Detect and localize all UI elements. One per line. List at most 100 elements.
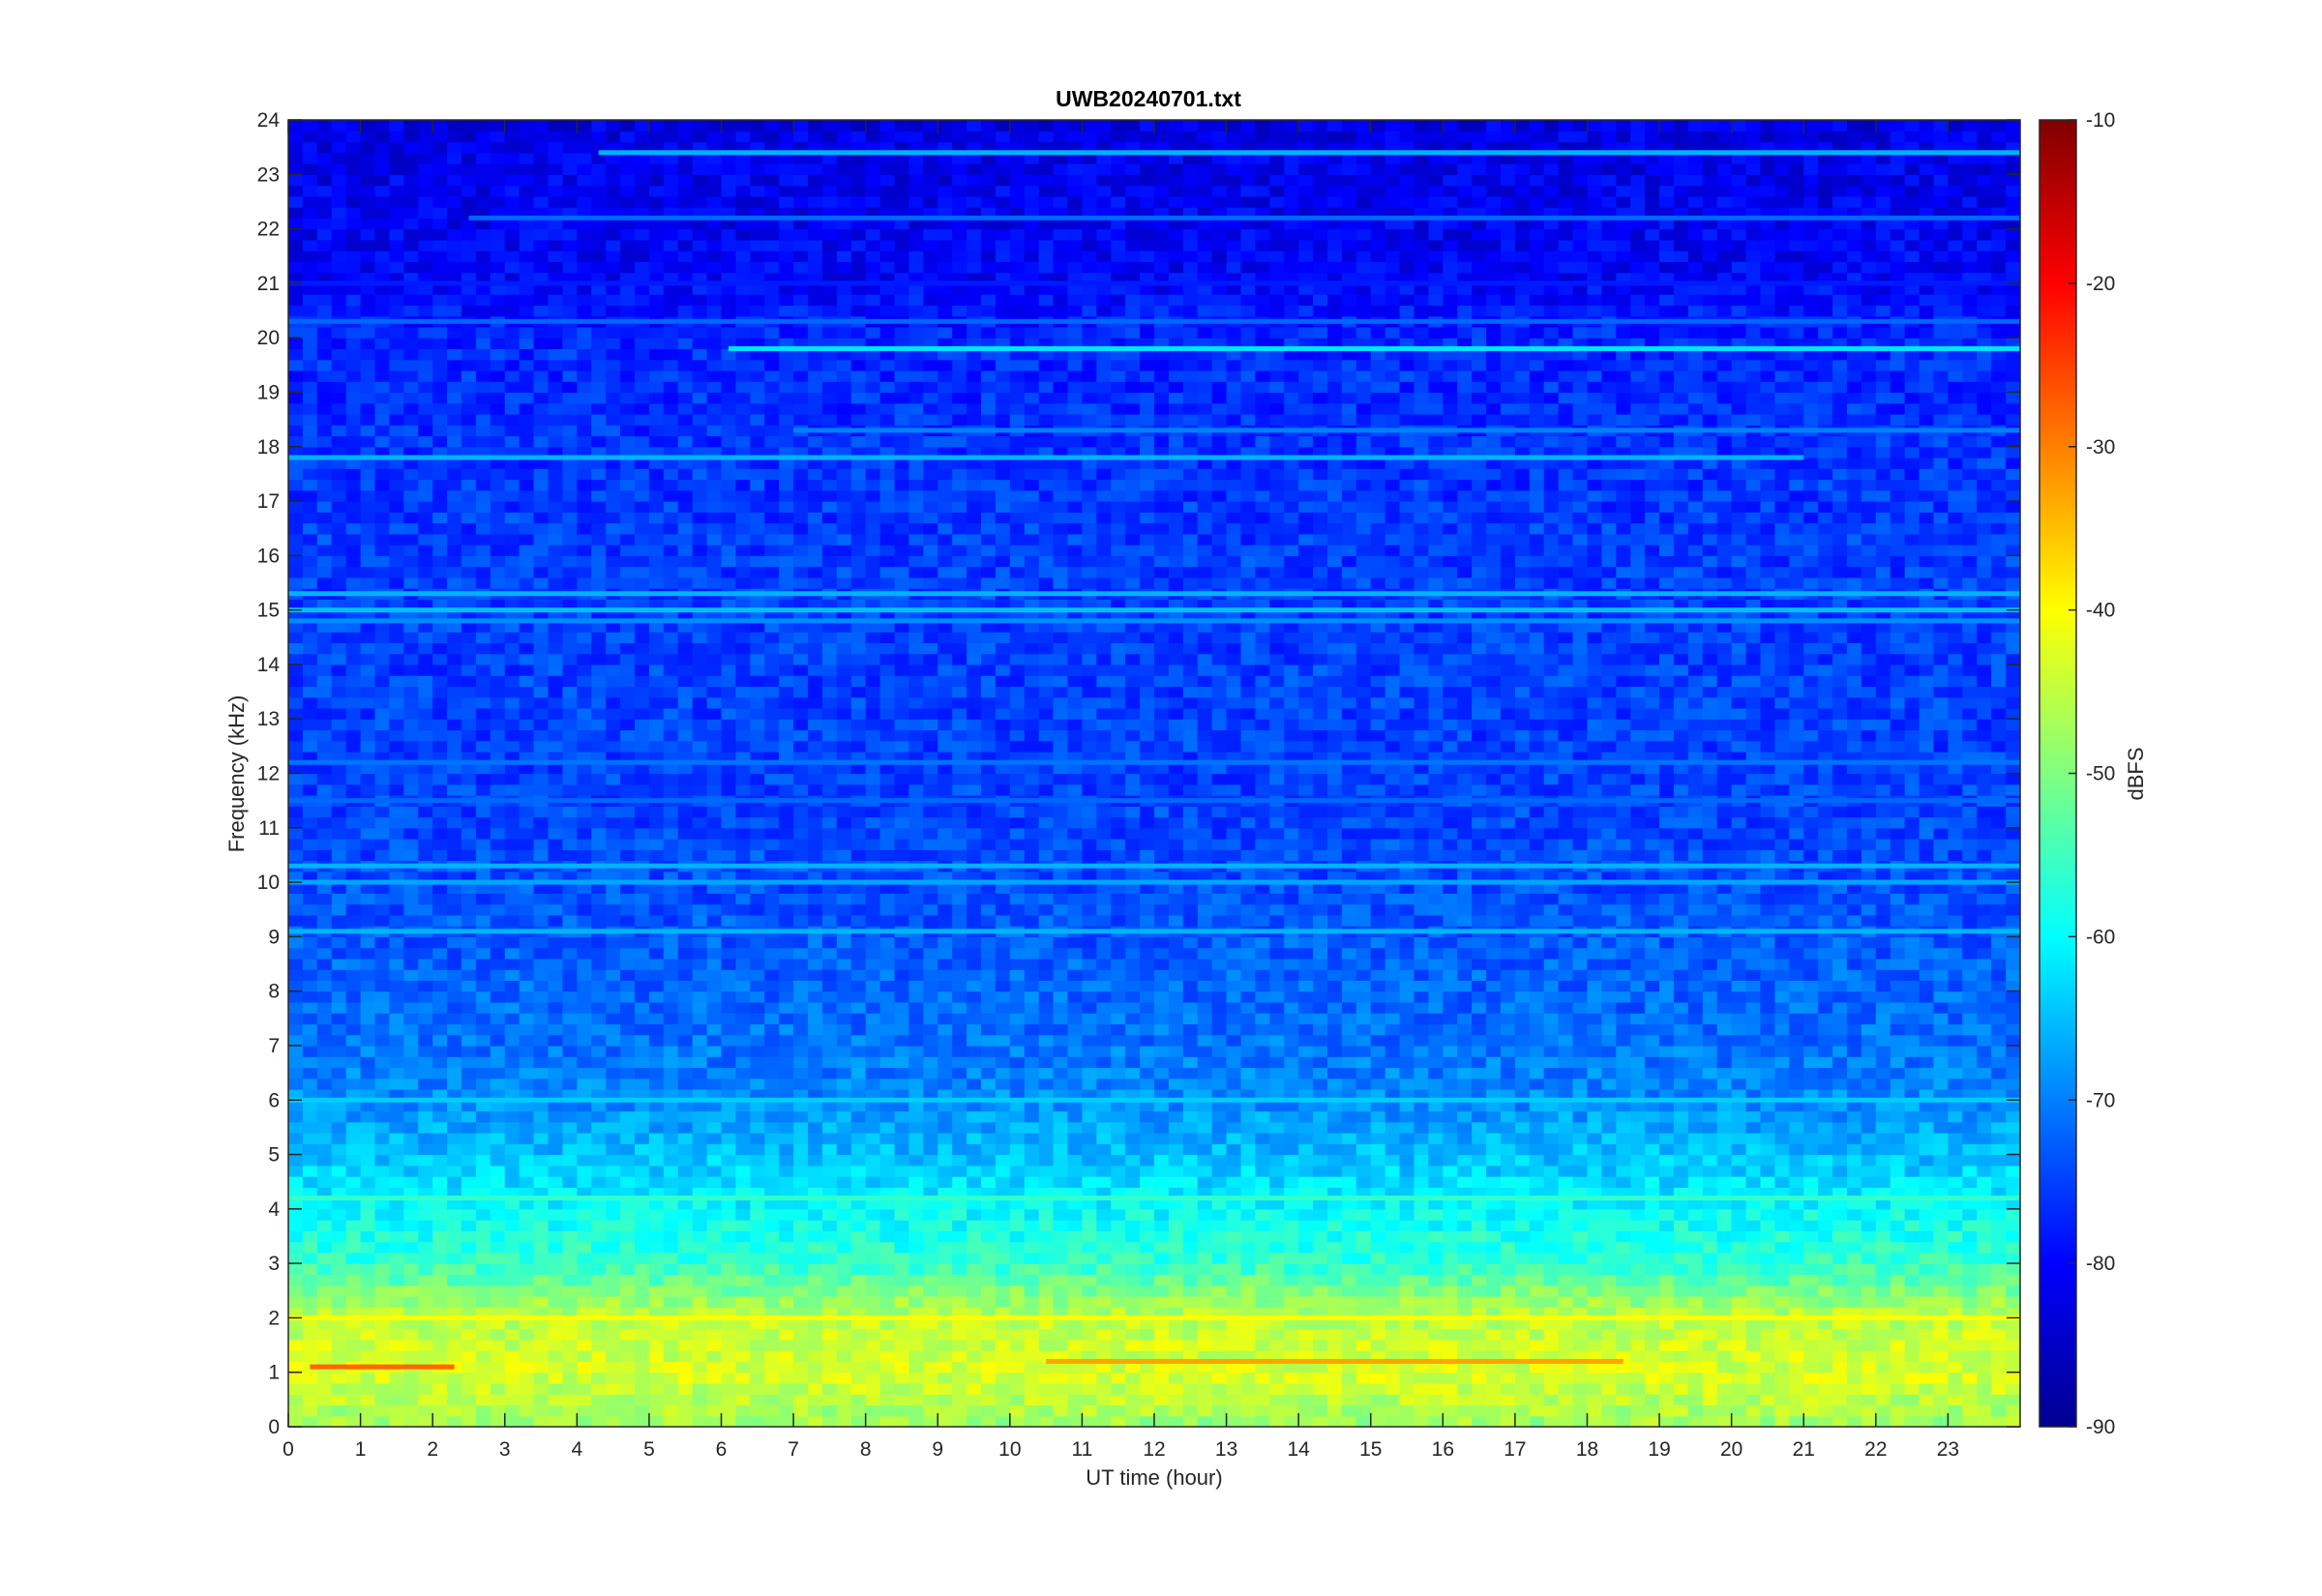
heatmap-cell [793,1078,809,1090]
heatmap-cell [1514,1088,1531,1101]
heatmap-cell [1240,1121,1257,1134]
heatmap-cell [1543,1230,1560,1243]
heatmap-cell [793,1328,809,1341]
heatmap-cell [331,1339,347,1351]
heatmap-cell [1572,1088,1589,1101]
heatmap-cell [779,1197,794,1210]
heatmap-cell [577,1415,592,1428]
heatmap-cell [1154,1121,1170,1134]
heatmap-cell [1053,1034,1069,1047]
heatmap-cell [475,1307,491,1319]
heatmap-cell [995,1176,1011,1188]
heatmap-cell [1716,1404,1733,1417]
heatmap-cell [1601,1252,1617,1264]
heatmap-cell [1327,990,1343,1003]
heatmap-cell [1269,980,1285,992]
heatmap-cell [345,1328,362,1341]
heatmap-cell [1472,1100,1487,1112]
heatmap-cell [533,1230,550,1243]
heatmap-cell [606,980,621,992]
heatmap-cell [995,1252,1011,1264]
heatmap-cell [1140,1088,1155,1101]
heatmap-cell [1977,1100,1992,1112]
heatmap-cell [1616,1023,1631,1036]
heatmap-cell [418,1121,433,1134]
heatmap-cell [1948,1404,1963,1417]
heatmap-cell [1977,1110,1992,1123]
heatmap-cell [981,990,997,1003]
heatmap-cell [345,1045,362,1057]
heatmap-cell [1111,1143,1126,1156]
heatmap-cell [1486,1088,1502,1101]
heatmap-cell [1226,1230,1242,1243]
heatmap-cell [1384,1295,1401,1308]
heatmap-cell [1904,1328,1920,1341]
heatmap-cell [1890,1230,1906,1243]
heatmap-cell [302,1208,318,1221]
heatmap-cell [1240,990,1257,1003]
heatmap-cell [1948,1350,1963,1363]
heatmap-cell [1038,1088,1055,1101]
heatmap-cell [836,1317,852,1330]
heatmap-cell [1284,1404,1299,1417]
heatmap-cell [1327,1067,1343,1079]
heatmap-cell [403,1220,419,1231]
heatmap-cell [908,1307,924,1319]
heatmap-cell [1082,1241,1097,1254]
heatmap-cell [403,969,419,982]
heatmap-cell [418,1307,433,1319]
heatmap-cell [1384,1100,1401,1112]
heatmap-cell [1543,1394,1560,1406]
heatmap-cell [1298,1187,1314,1199]
heatmap-cell [519,1220,535,1231]
heatmap-cell [1731,1121,1747,1134]
heatmap-cell [923,1382,938,1395]
heatmap-cell [1341,1056,1357,1069]
heatmap-cell [606,1034,621,1047]
heatmap-cell [1890,1382,1906,1395]
heatmap-cell [1962,1056,1978,1069]
heatmap-cell [1399,1078,1415,1090]
heatmap-cell [1991,1230,2007,1243]
heatmap-cell [1674,990,1689,1003]
heatmap-cell [1601,1263,1617,1275]
heatmap-cell [908,1415,924,1428]
heatmap-cell [821,1100,838,1112]
heatmap-cell [1226,1187,1242,1199]
heatmap-cell [1067,1382,1084,1395]
heatmap-cell [591,1110,607,1123]
heatmap-cell [1847,1056,1862,1069]
heatmap-cell [1904,1110,1920,1123]
heatmap-cell [779,1317,794,1330]
heatmap-cell [1875,1307,1891,1319]
heatmap-cell [475,1285,491,1297]
heatmap-cell [606,1045,621,1057]
heatmap-cell [1082,1187,1097,1199]
heatmap-cell [1702,1285,1718,1297]
heatmap-cell [1457,990,1473,1003]
heatmap-cell [1096,1100,1112,1112]
heatmap-cell [389,1001,404,1014]
heatmap-cell [967,1034,982,1047]
heatmap-cell [1745,1241,1762,1254]
heatmap-cell [1948,1361,1963,1374]
heatmap-cell [894,1154,910,1167]
heatmap-cell [490,1187,506,1199]
heatmap-cell [1024,1317,1040,1330]
heatmap-cell [302,1382,318,1395]
heatmap-cell [1140,1208,1155,1221]
heatmap-cell [1587,1088,1603,1101]
heatmap-cell [1933,1382,1950,1395]
heatmap-cell [779,1285,794,1297]
heatmap-cell [461,1143,477,1156]
heatmap-cell [1702,1220,1718,1231]
heatmap-cell [967,1154,982,1167]
heatmap-cell [1543,1067,1560,1079]
heatmap-cell [1948,1088,1963,1101]
heatmap-cell [1702,1230,1718,1243]
heatmap-cell [1399,1394,1415,1406]
heatmap-cell [836,1307,852,1319]
heatmap-cell [620,1045,636,1057]
heatmap-cell [1313,990,1328,1003]
heatmap-cell [1760,1034,1776,1047]
